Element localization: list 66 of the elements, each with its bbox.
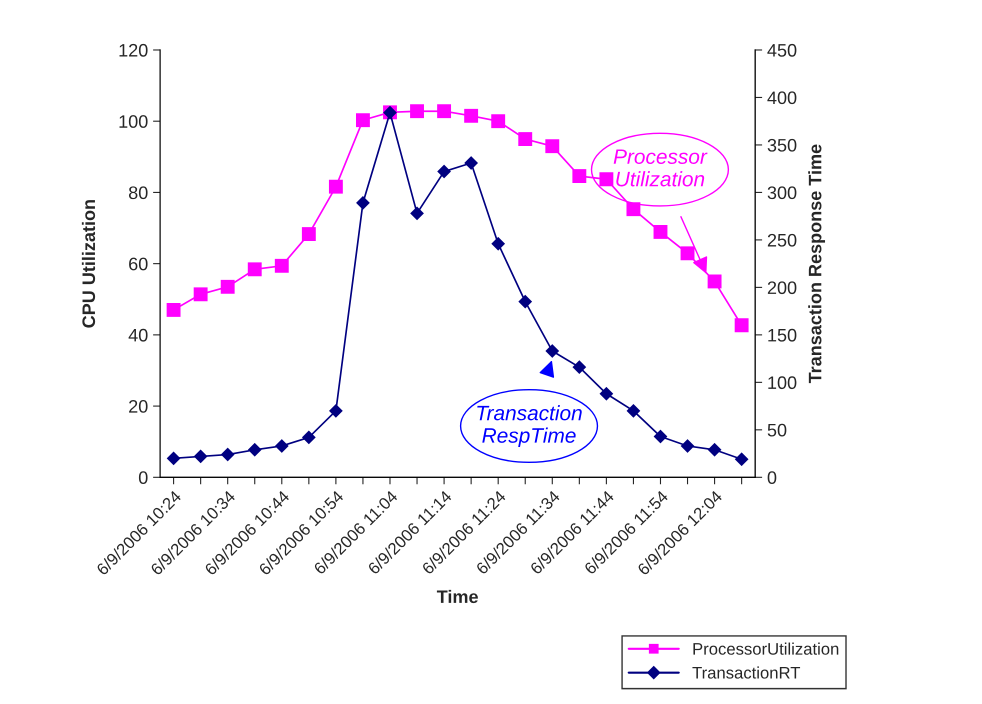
point bbox=[572, 169, 586, 183]
point bbox=[518, 132, 532, 146]
point bbox=[654, 430, 668, 444]
y2-tick-label: 200 bbox=[768, 281, 796, 294]
point bbox=[464, 156, 478, 170]
y-tick-label: 60 bbox=[129, 258, 148, 270]
point bbox=[167, 452, 180, 465]
point bbox=[572, 360, 586, 374]
point bbox=[626, 404, 640, 418]
point bbox=[600, 387, 613, 400]
point bbox=[410, 206, 424, 220]
y2-tick-label: 450 bbox=[767, 44, 796, 57]
y2-tick-label: 100 bbox=[768, 376, 796, 390]
y2-tick-label: 50 bbox=[768, 424, 786, 437]
annotation: Transaction RespTime bbox=[477, 405, 582, 447]
point bbox=[626, 202, 640, 216]
y2-tick-label: 150 bbox=[768, 328, 796, 342]
point bbox=[438, 164, 451, 178]
y2-tick-label: 0 bbox=[768, 471, 776, 484]
y-tick-label: 40 bbox=[128, 328, 148, 342]
y-tick-label: 80 bbox=[128, 186, 148, 200]
legend-label: ProcessorUtilization bbox=[693, 642, 838, 655]
point bbox=[410, 104, 424, 118]
annotation: Processor Utilization bbox=[614, 149, 708, 186]
point bbox=[220, 280, 235, 294]
point bbox=[274, 258, 289, 273]
point bbox=[302, 227, 316, 242]
point bbox=[518, 295, 532, 308]
point bbox=[302, 430, 316, 444]
point bbox=[492, 237, 505, 250]
point bbox=[437, 104, 452, 118]
point bbox=[654, 225, 668, 239]
y-axis-title: CPU Utilization bbox=[82, 200, 96, 328]
point bbox=[734, 318, 749, 332]
y-tick-label: 120 bbox=[120, 44, 148, 57]
point bbox=[221, 448, 234, 462]
point bbox=[194, 287, 208, 302]
legend-label: TransactionRT bbox=[692, 666, 800, 679]
point bbox=[194, 450, 208, 464]
y2-tick-label: 250 bbox=[768, 234, 796, 247]
point bbox=[680, 439, 694, 453]
point bbox=[545, 139, 560, 154]
y-tick-label: 100 bbox=[120, 115, 148, 128]
point bbox=[275, 439, 288, 453]
point bbox=[356, 196, 370, 210]
y-tick-label: 0 bbox=[138, 471, 148, 484]
point bbox=[735, 452, 748, 466]
point bbox=[546, 344, 559, 358]
y2-axis-title: Transaction Response Time bbox=[808, 144, 826, 384]
point bbox=[356, 113, 370, 128]
point bbox=[329, 404, 342, 418]
y2-tick-label: 400 bbox=[767, 91, 796, 104]
y-tick-label: 20 bbox=[129, 400, 148, 413]
point bbox=[166, 302, 181, 317]
point bbox=[680, 246, 694, 260]
point bbox=[464, 108, 478, 123]
point bbox=[328, 180, 343, 194]
point bbox=[248, 262, 262, 276]
point bbox=[248, 443, 262, 456]
point bbox=[491, 114, 506, 128]
point bbox=[599, 172, 614, 186]
x-axis-title: Time bbox=[436, 590, 478, 604]
y2-tick-label: 300 bbox=[768, 186, 796, 200]
point bbox=[708, 274, 722, 288]
y2-tick-label: 350 bbox=[768, 138, 796, 152]
point bbox=[708, 443, 722, 456]
